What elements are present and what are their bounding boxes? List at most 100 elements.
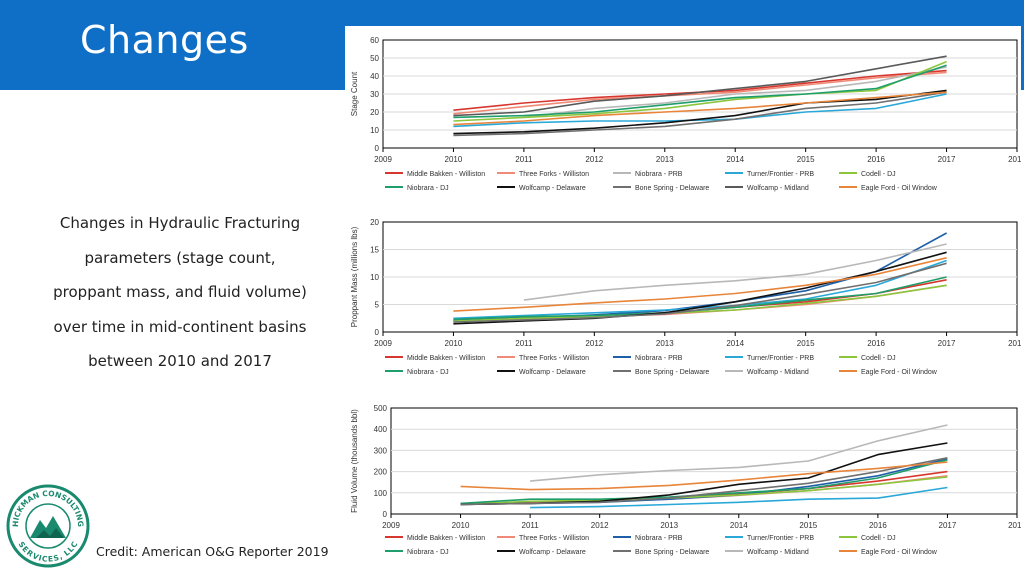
description-line: between 2010 and 2017: [88, 352, 272, 370]
legend-label: Bone Spring - Delaware: [635, 549, 709, 556]
x-tick-label: 2012: [585, 339, 603, 348]
legend-label: Bone Spring - Delaware: [635, 185, 709, 192]
x-tick-label: 2014: [726, 339, 744, 348]
slide-description: Changes in Hydraulic Fracturing paramete…: [30, 206, 330, 379]
description-line: over time in mid-continent basins: [53, 317, 307, 336]
description-line: proppant mass, and fluid volume): [53, 283, 307, 301]
legend-label: Niobrara - DJ: [407, 549, 449, 556]
y-tick-label: 5: [375, 301, 380, 310]
x-tick-label: 2015: [799, 521, 817, 530]
legend-label: Wolfcamp - Delaware: [519, 185, 586, 192]
x-tick-label: 2016: [867, 339, 885, 348]
series-line: [523, 243, 947, 301]
description-line: Changes in Hydraulic Fracturing: [59, 214, 301, 232]
x-tick-label: 2010: [445, 155, 463, 164]
x-tick-label: 2013: [656, 339, 674, 348]
x-tick-label: 2017: [939, 521, 957, 530]
x-tick-label: 2012: [591, 521, 609, 530]
y-tick-label: 30: [370, 90, 379, 99]
x-tick-label: 2016: [867, 155, 885, 164]
y-tick-label: 0: [383, 510, 388, 519]
legend-label: Wolfcamp - Delaware: [519, 369, 586, 376]
x-tick-label: 2018: [1008, 155, 1021, 164]
legend-label: Bone Spring - Delaware: [635, 369, 709, 376]
legend-label: Turner/Frontier - PRB: [747, 535, 814, 542]
mountain-logo-icon: HICKMAN CONSULTING SERVICES, LLC: [6, 484, 90, 568]
legend-label: Codell - DJ: [861, 535, 896, 542]
legend-label: Turner/Frontier - PRB: [747, 355, 814, 362]
x-tick-label: 2010: [452, 521, 470, 530]
series-line: [453, 64, 947, 119]
y-tick-label: 300: [374, 446, 388, 455]
y-tick-label: 0: [375, 144, 380, 153]
chart-1: 0 10 20 30 40 50 60 2009 2010 2011 2012 2013 2014 201…: [350, 36, 1021, 192]
y-axis-label: Stage Count: [350, 71, 359, 116]
y-tick-label: 20: [370, 218, 379, 227]
x-tick-label: 2009: [382, 521, 400, 530]
legend-label: Middle Bakken - Williston: [407, 535, 485, 542]
series-line: [453, 91, 947, 126]
series-line: [453, 71, 947, 115]
series-line: [453, 251, 947, 325]
chart-3: 0 100 200 300 400 500 2009 2010 2011 2012 2013 2014…: [350, 404, 1021, 556]
chart-panel: 0 10 20 30 40 50 60 2009 2010 2011 2012 2013 2014 201…: [345, 26, 1021, 574]
x-tick-label: 2013: [660, 521, 678, 530]
series-line: [523, 66, 947, 119]
y-tick-label: 15: [370, 246, 379, 255]
chart-2: 0 5 10 15 20 2009 2010 2011 2012 2013 2014 2015 2016…: [350, 218, 1021, 376]
legend-label: Turner/Frontier - PRB: [747, 171, 814, 178]
x-tick-label: 2012: [585, 155, 603, 164]
credit-text: Credit: American O&G Reporter 2019: [96, 544, 329, 559]
series-line: [460, 476, 948, 506]
legend-label: Middle Bakken - Williston: [407, 355, 485, 362]
series-line: [453, 89, 947, 135]
legend-label: Wolfcamp - Midland: [747, 549, 809, 556]
x-tick-label: 2018: [1008, 521, 1021, 530]
legend-label: Three Forks - Williston: [519, 355, 589, 362]
y-axis-label: Proppant Mass (millions lbs): [350, 226, 359, 327]
series-line: [530, 486, 948, 509]
x-tick-label: 2014: [726, 155, 744, 164]
x-tick-label: 2010: [445, 339, 463, 348]
series-line: [460, 461, 948, 491]
legend-label: Wolfcamp - Midland: [747, 369, 809, 376]
legend-label: Wolfcamp - Midland: [747, 185, 809, 192]
x-tick-label: 2015: [797, 339, 815, 348]
x-tick-label: 2009: [374, 339, 392, 348]
legend-label: Codell - DJ: [861, 355, 896, 362]
x-tick-label: 2015: [797, 155, 815, 164]
legend-label: Eagle Ford - Oil Window: [861, 369, 938, 376]
y-tick-label: 200: [374, 468, 388, 477]
legend-label: Three Forks - Williston: [519, 535, 589, 542]
legend-label: Codell - DJ: [861, 171, 896, 178]
y-tick-label: 100: [374, 489, 388, 498]
series-line: [453, 262, 947, 323]
y-tick-label: 400: [374, 425, 388, 434]
series-line: [460, 457, 948, 506]
x-tick-label: 2016: [869, 521, 887, 530]
series-line: [453, 60, 947, 122]
legend-label: Middle Bakken - Williston: [407, 171, 485, 178]
legend-label: Three Forks - Williston: [519, 171, 589, 178]
legend-label: Eagle Ford - Oil Window: [861, 549, 938, 556]
description-line: parameters (stage count,: [84, 248, 276, 267]
x-tick-label: 2011: [522, 521, 540, 530]
x-tick-label: 2014: [730, 521, 748, 530]
legend-label: Eagle Ford - Oil Window: [861, 185, 938, 192]
series-line: [530, 424, 948, 482]
legend-label: Niobrara - PRB: [635, 535, 683, 542]
plot-frame: [390, 407, 1018, 515]
x-tick-label: 2011: [515, 155, 533, 164]
y-tick-label: 0: [375, 328, 380, 337]
series-line: [453, 257, 947, 312]
series-line: [453, 55, 947, 117]
x-tick-label: 2018: [1008, 339, 1021, 348]
y-tick-label: 10: [370, 273, 379, 282]
y-tick-label: 10: [370, 126, 379, 135]
y-tick-label: 20: [370, 108, 379, 117]
series-line: [453, 284, 947, 322]
y-tick-label: 60: [370, 36, 379, 45]
series-line: [453, 93, 947, 128]
y-tick-label: 50: [370, 54, 379, 63]
